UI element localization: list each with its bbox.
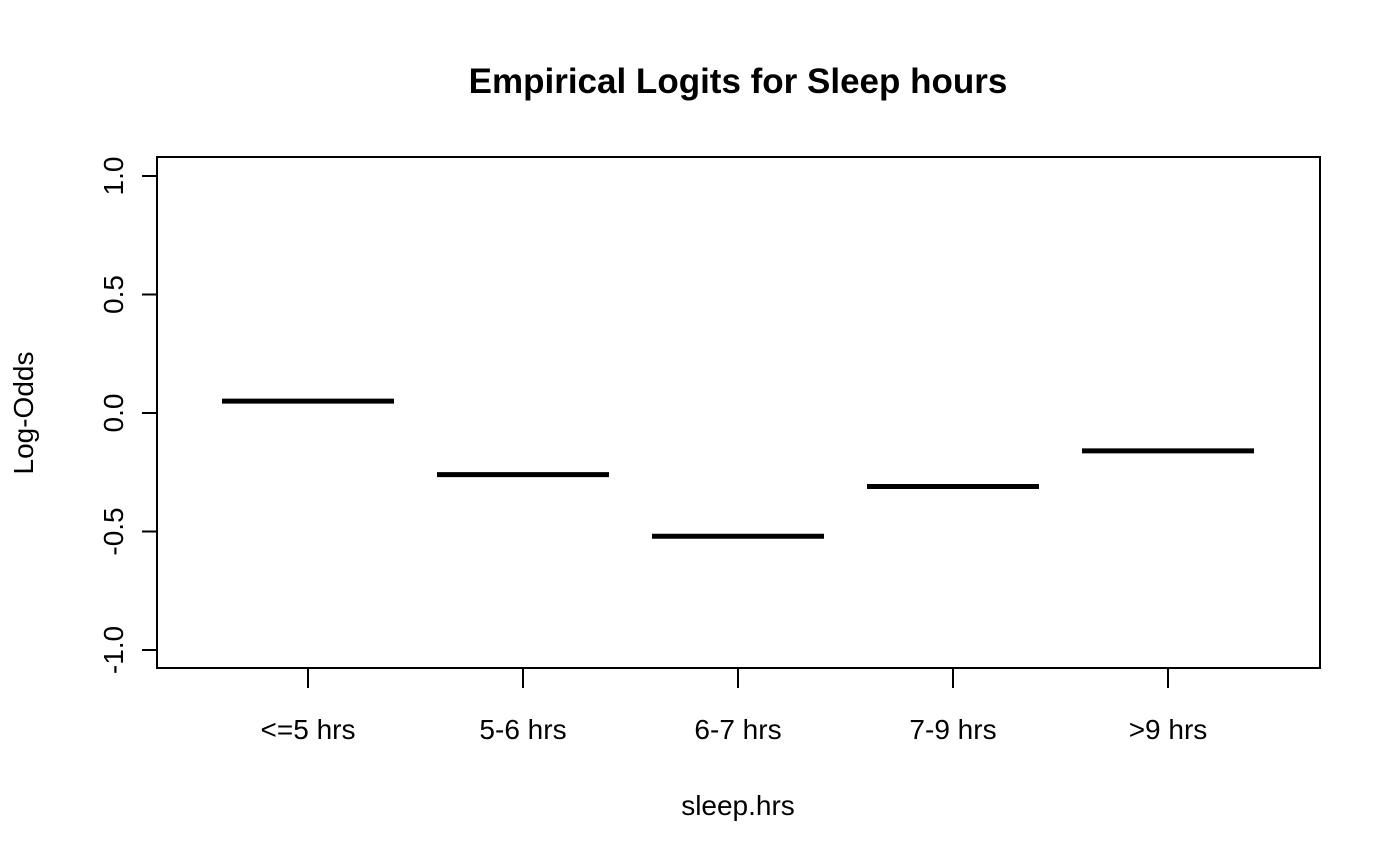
chart-title: Empirical Logits for Sleep hours <box>469 62 1008 101</box>
y-tick-label: -1.0 <box>98 626 129 674</box>
y-tick-label: 1.0 <box>98 157 129 196</box>
x-tick-label: >9 hrs <box>1129 714 1208 745</box>
y-tick-label: 0.5 <box>98 275 129 314</box>
x-tick-label: <=5 hrs <box>261 714 356 745</box>
y-tick-label: 0.0 <box>98 394 129 433</box>
y-tick-label: -0.5 <box>98 507 129 555</box>
x-axis-label: sleep.hrs <box>681 790 795 821</box>
x-tick-label: 5-6 hrs <box>479 714 566 745</box>
plot-area-frame <box>156 156 1321 669</box>
x-tick-label: 6-7 hrs <box>694 714 781 745</box>
y-axis: -1.0 -0.5 0.0 0.5 1.0 <box>98 157 157 674</box>
y-axis-label: Log-Odds <box>8 352 39 475</box>
data-series <box>222 398 1254 539</box>
x-tick-label: 7-9 hrs <box>909 714 996 745</box>
x-axis: <=5 hrs 5-6 hrs 6-7 hrs 7-9 hrs >9 hrs <box>261 668 1208 745</box>
